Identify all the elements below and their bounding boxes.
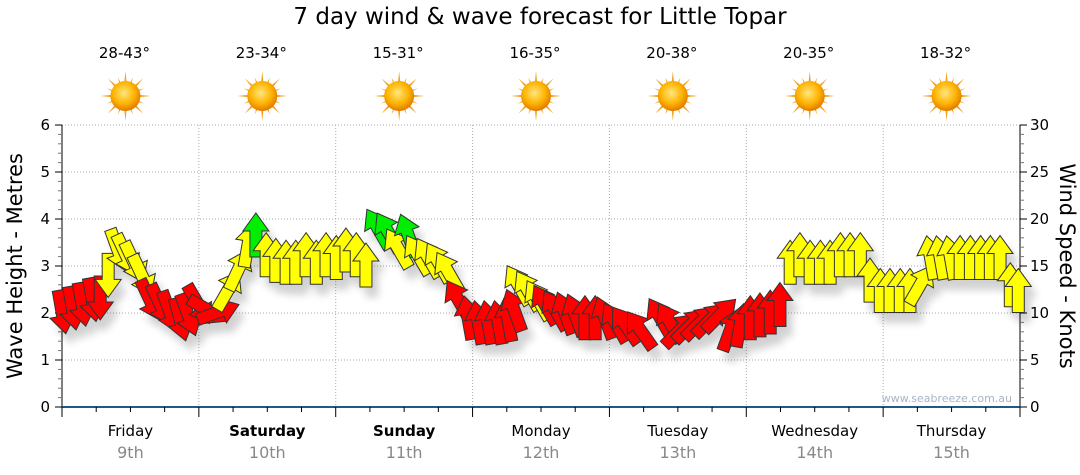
wind-arrow — [351, 242, 380, 288]
day-label: Thursday — [916, 422, 987, 440]
date-label: 13th — [659, 443, 696, 462]
chart-title: 7 day wind & wave forecast for Little To… — [293, 4, 787, 30]
left-tick-label: 3 — [40, 257, 50, 275]
wind-arrow — [846, 231, 875, 278]
sun-disc — [247, 81, 278, 111]
wind-arrow — [765, 281, 794, 328]
sun-icon — [100, 71, 151, 121]
temperature-range: 20-38° — [646, 44, 697, 62]
sun-disc — [794, 81, 825, 111]
right-tick-label: 20 — [1030, 210, 1049, 228]
left-tick-label: 0 — [40, 398, 50, 416]
wind-arrow — [1004, 267, 1033, 313]
temperature-range: 18-32° — [920, 44, 971, 62]
wind-arrow — [94, 252, 123, 299]
left-tick-label: 2 — [40, 304, 50, 322]
sun-icon — [647, 71, 698, 121]
sun-disc — [110, 81, 141, 111]
right-tick-label: 25 — [1030, 163, 1049, 181]
left-tick-label: 5 — [40, 163, 50, 181]
date-label: 10th — [249, 443, 286, 462]
sun-icon — [921, 71, 972, 121]
sun-icon — [374, 71, 425, 121]
sun-icon — [784, 71, 835, 121]
day-label: Monday — [511, 422, 570, 440]
day-label: Wednesday — [771, 422, 858, 440]
wind-arrow — [903, 265, 935, 308]
date-label: 12th — [523, 443, 560, 462]
right-axis-title: Wind Speed - Knots — [1055, 163, 1079, 368]
right-tick-label: 15 — [1030, 257, 1049, 275]
right-tick-label: 30 — [1030, 116, 1049, 134]
day-label: Tuesday — [646, 422, 708, 440]
left-tick-label: 4 — [40, 210, 50, 228]
temperature-range: 20-35° — [783, 44, 834, 62]
wind-arrow — [241, 212, 270, 258]
day-label: Saturday — [229, 422, 306, 440]
temperature-range: 28-43° — [99, 44, 150, 62]
sun-icon — [237, 71, 288, 121]
day-label: Friday — [108, 422, 154, 440]
left-axis-title: Wave Height - Metres — [3, 153, 27, 379]
right-tick-label: 10 — [1030, 304, 1049, 322]
date-label: 11th — [386, 443, 423, 462]
date-label: 15th — [933, 443, 970, 462]
wind-arrow — [86, 275, 115, 321]
sun-disc — [384, 81, 415, 111]
temperature-range: 15-31° — [373, 44, 424, 62]
date-label: 9th — [117, 443, 144, 462]
sun-disc — [521, 81, 551, 111]
left-tick-label: 1 — [40, 351, 50, 369]
temperature-range: 16-35° — [509, 44, 560, 62]
day-label: Sunday — [373, 422, 436, 440]
right-tick-label: 0 — [1030, 398, 1040, 416]
sun-icon — [511, 71, 561, 121]
sun-disc — [657, 81, 688, 111]
temperature-range: 23-34° — [236, 44, 287, 62]
left-tick-label: 6 — [40, 116, 50, 134]
right-tick-label: 5 — [1030, 351, 1040, 369]
watermark: www.seabreeze.com.au — [882, 392, 1012, 405]
sun-disc — [931, 81, 962, 111]
date-label: 14th — [796, 443, 833, 462]
